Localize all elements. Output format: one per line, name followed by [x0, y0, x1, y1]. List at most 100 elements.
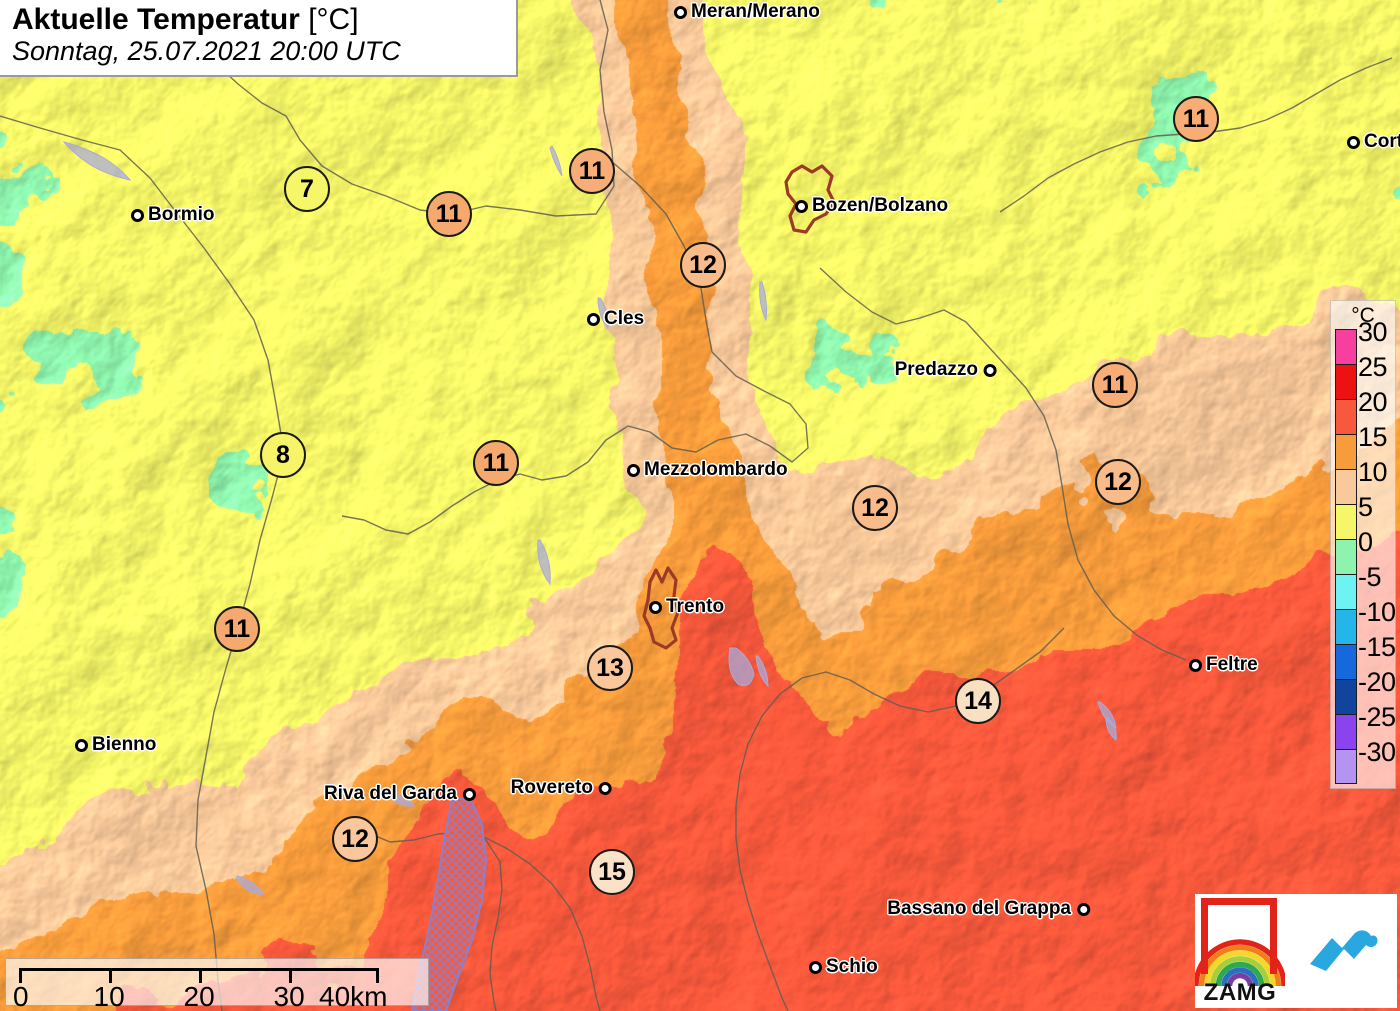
legend-swatch-minus30 — [1335, 749, 1357, 784]
station-marker[interactable]: 11 — [569, 148, 615, 194]
city-dot-icon — [1189, 658, 1202, 672]
legend-row-15: 15 — [1331, 422, 1395, 469]
title-main-text: Aktuelle Temperatur — [12, 3, 300, 36]
city-label: Bozen/Bolzano — [812, 195, 949, 216]
legend-swatch-30 — [1335, 329, 1357, 364]
legend-row-minus20: -20 — [1331, 667, 1396, 714]
city-dot-icon — [463, 787, 476, 801]
city-label: Cortina — [1364, 131, 1400, 152]
station-marker[interactable]: 11 — [426, 191, 472, 237]
scale-bar-track — [19, 968, 379, 983]
station-marker[interactable]: 12 — [1095, 459, 1141, 505]
legend-swatch-0 — [1335, 539, 1357, 574]
station-marker[interactable]: 15 — [589, 849, 635, 895]
city-marker[interactable]: Bienno — [75, 734, 156, 756]
station-marker[interactable]: 12 — [332, 816, 378, 862]
legend-row-5: 5 — [1331, 492, 1395, 539]
city-label: Bormio — [148, 204, 215, 225]
station-marker[interactable]: 11 — [1173, 96, 1219, 142]
city-label: Meran/Merano — [691, 1, 820, 22]
station-marker[interactable]: 14 — [955, 678, 1001, 724]
city-dot-icon — [674, 5, 687, 19]
rainbow-arc-0 — [1195, 939, 1285, 986]
scale-bar: 0 10 20 30 40km — [5, 958, 429, 1011]
rainbow-arc-4 — [1215, 961, 1265, 986]
legend-label-minus5: -5 — [1358, 562, 1382, 592]
legend-label-5: 5 — [1358, 492, 1373, 522]
rainbow-arc-2 — [1204, 950, 1276, 986]
legend-label-15: 15 — [1358, 422, 1388, 452]
scale-label: 10 — [93, 981, 125, 1011]
station-marker[interactable]: 11 — [214, 606, 260, 652]
legend-label-minus30: -30 — [1358, 737, 1396, 767]
legend-label-minus20: -20 — [1358, 667, 1396, 697]
rainbow-arc-6 — [1226, 972, 1254, 986]
city-dot-icon — [599, 781, 612, 795]
logo-group: ZAMG — [1195, 894, 1397, 1008]
city-marker[interactable]: Cortina — [1347, 131, 1400, 153]
station-marker[interactable]: 11 — [1092, 362, 1138, 408]
city-marker[interactable]: Predazzo — [895, 359, 997, 381]
legend-label-20: 20 — [1358, 387, 1388, 417]
station-marker[interactable]: 12 — [680, 242, 726, 288]
station-marker[interactable]: 7 — [284, 166, 330, 212]
city-marker[interactable]: Bassano del Grappa — [887, 898, 1090, 920]
title-box: Aktuelle Temperatur [°C] Sonntag, 25.07.… — [0, 0, 518, 77]
legend-swatch-15 — [1335, 434, 1357, 469]
legend-label-10: 10 — [1358, 457, 1388, 487]
title-timestamp: Sonntag, 25.07.2021 20:00 UTC — [12, 36, 401, 67]
zamg-logo-frame — [1201, 898, 1277, 974]
station-marker[interactable]: 12 — [852, 485, 898, 531]
legend-label-minus10: -10 — [1358, 597, 1396, 627]
scale-label: 20 — [183, 981, 215, 1011]
legend-rows: 30 25 20 15 10 5 0 -5 -10 -15 -20 -25 -30 — [1331, 317, 1396, 784]
legend-row-10: 10 — [1331, 457, 1395, 504]
city-dot-icon — [1077, 902, 1090, 916]
scale-tick — [289, 971, 292, 983]
city-dot-icon — [75, 738, 88, 752]
station-marker[interactable]: 8 — [260, 432, 306, 478]
city-marker[interactable]: Cles — [587, 308, 644, 330]
city-label: Feltre — [1206, 654, 1258, 675]
city-dot-icon — [131, 208, 144, 222]
legend-swatch-minus5 — [1335, 574, 1357, 609]
city-marker[interactable]: Mezzolombardo — [627, 459, 788, 481]
city-marker[interactable]: Feltre — [1189, 654, 1258, 676]
city-marker[interactable]: Bozen/Bolzano — [795, 195, 948, 217]
legend-swatch-20 — [1335, 399, 1357, 434]
legend-row-minus25: -25 — [1331, 702, 1396, 749]
city-label: Schio — [826, 956, 878, 977]
city-dot-icon — [649, 600, 662, 614]
geosphere-logo[interactable] — [1285, 894, 1397, 1008]
city-marker[interactable]: Bormio — [131, 204, 215, 226]
city-marker[interactable]: Rovereto — [511, 777, 612, 799]
city-dot-icon — [1347, 135, 1360, 149]
legend-row-minus5: -5 — [1331, 562, 1395, 609]
city-dot-icon — [984, 363, 997, 377]
city-label: Rovereto — [510, 777, 593, 798]
city-marker[interactable]: Trento — [649, 596, 724, 618]
city-marker[interactable]: Schio — [809, 956, 878, 978]
rainbow-arc-3 — [1210, 956, 1270, 986]
city-label: Mezzolombardo — [644, 459, 788, 480]
legend-row-minus30: -30 — [1331, 737, 1396, 784]
legend-row-minus10: -10 — [1331, 597, 1396, 644]
city-dot-icon — [809, 960, 822, 974]
legend-row-20: 20 — [1331, 387, 1395, 434]
zamg-logo[interactable]: ZAMG — [1195, 894, 1285, 1008]
city-dot-icon — [795, 199, 808, 213]
city-dot-icon — [587, 312, 600, 326]
scale-label: 0 — [13, 981, 29, 1011]
legend-swatch-5 — [1335, 504, 1357, 539]
city-marker[interactable]: Riva del Garda — [324, 783, 476, 805]
city-marker[interactable]: Meran/Merano — [674, 1, 820, 23]
legend-swatch-10 — [1335, 469, 1357, 504]
station-marker[interactable]: 13 — [587, 645, 633, 691]
legend-swatch-minus10 — [1335, 609, 1357, 644]
legend-row-0: 0 — [1331, 527, 1395, 574]
mountain-cloud-icon — [1310, 930, 1378, 971]
station-marker[interactable]: 11 — [473, 440, 519, 486]
city-label: Cles — [604, 308, 645, 329]
legend-label-25: 25 — [1358, 352, 1388, 382]
